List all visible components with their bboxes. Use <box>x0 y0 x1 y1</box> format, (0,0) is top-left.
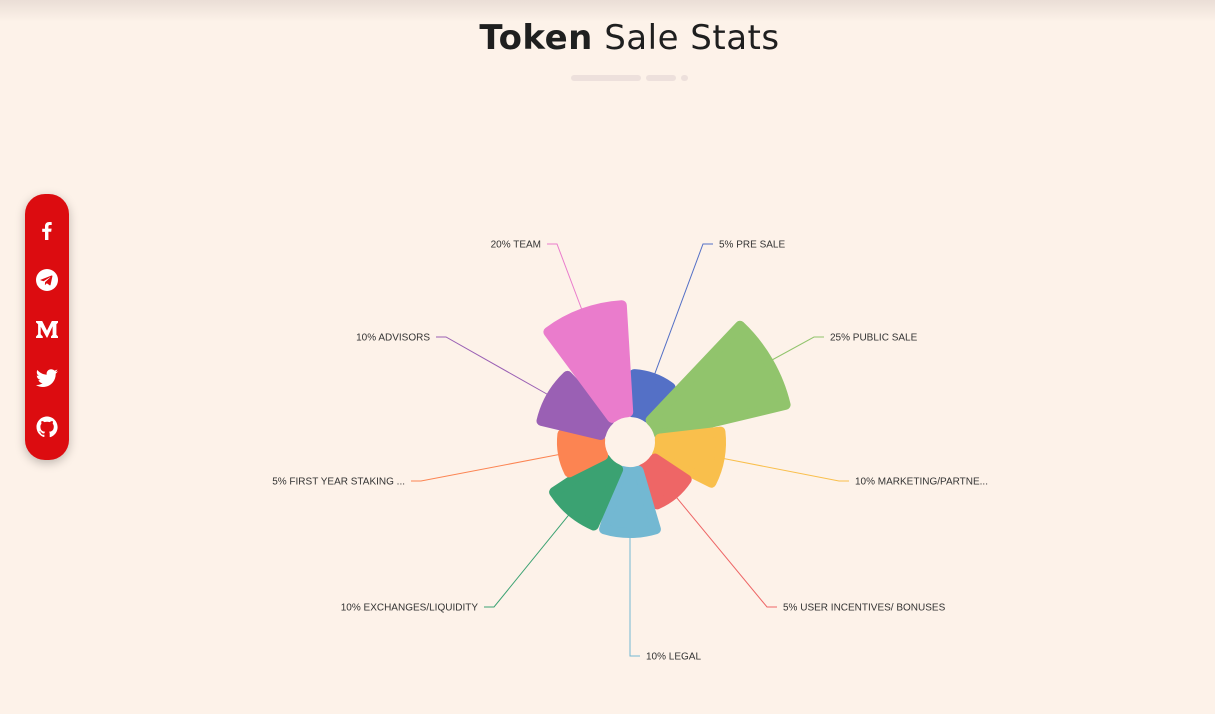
telegram-icon[interactable] <box>35 268 59 292</box>
segment-label: 10% LEGAL <box>646 652 701 663</box>
segment-label: 10% MARKETING/PARTNE... <box>855 477 988 488</box>
segment-label: 10% ADVISORS <box>356 333 430 344</box>
header-shadow <box>0 0 1215 22</box>
title-divider-dot <box>681 75 688 81</box>
title-rest: Sale Stats <box>604 18 780 58</box>
label-leader-line <box>436 336 548 395</box>
rose-segment[interactable] <box>626 369 676 423</box>
rose-segment[interactable] <box>599 465 661 538</box>
rose-segment[interactable] <box>536 370 615 440</box>
label-leader-line <box>675 496 777 608</box>
segment-label: 5% PRE SALE <box>719 240 785 251</box>
rose-segment[interactable] <box>543 300 634 423</box>
twitter-icon[interactable] <box>35 366 59 390</box>
title-divider-long <box>571 75 641 81</box>
segment-label: 20% TEAM <box>491 240 541 251</box>
label-leader-line <box>723 458 849 482</box>
rose-segment[interactable] <box>549 453 624 531</box>
title-divider-medium <box>646 75 676 81</box>
rose-segment[interactable] <box>645 320 791 440</box>
segment-label: 5% USER INCENTIVES/ BONUSES <box>783 603 946 614</box>
label-leader-line <box>484 514 570 608</box>
github-icon[interactable] <box>35 415 59 439</box>
rose-segment[interactable] <box>651 426 726 488</box>
label-leader-line <box>654 243 713 375</box>
social-sidebar <box>25 194 69 460</box>
segment-label: 10% EXCHANGES/LIQUIDITY <box>341 603 479 614</box>
segment-label: 5% FIRST YEAR STAKING ... <box>272 477 405 488</box>
rose-segment[interactable] <box>636 453 692 510</box>
rose-segment[interactable] <box>556 429 609 478</box>
label-leader-line <box>411 454 560 482</box>
segment-label: 25% PUBLIC SALE <box>830 333 918 344</box>
label-leader-line <box>629 537 640 657</box>
page-title: Token Sale Stats <box>0 18 1215 58</box>
label-leader-line <box>771 336 824 361</box>
title-strong: Token <box>479 18 593 58</box>
label-leader-line <box>547 243 583 310</box>
medium-icon[interactable] <box>35 317 59 341</box>
facebook-icon[interactable] <box>35 218 59 242</box>
